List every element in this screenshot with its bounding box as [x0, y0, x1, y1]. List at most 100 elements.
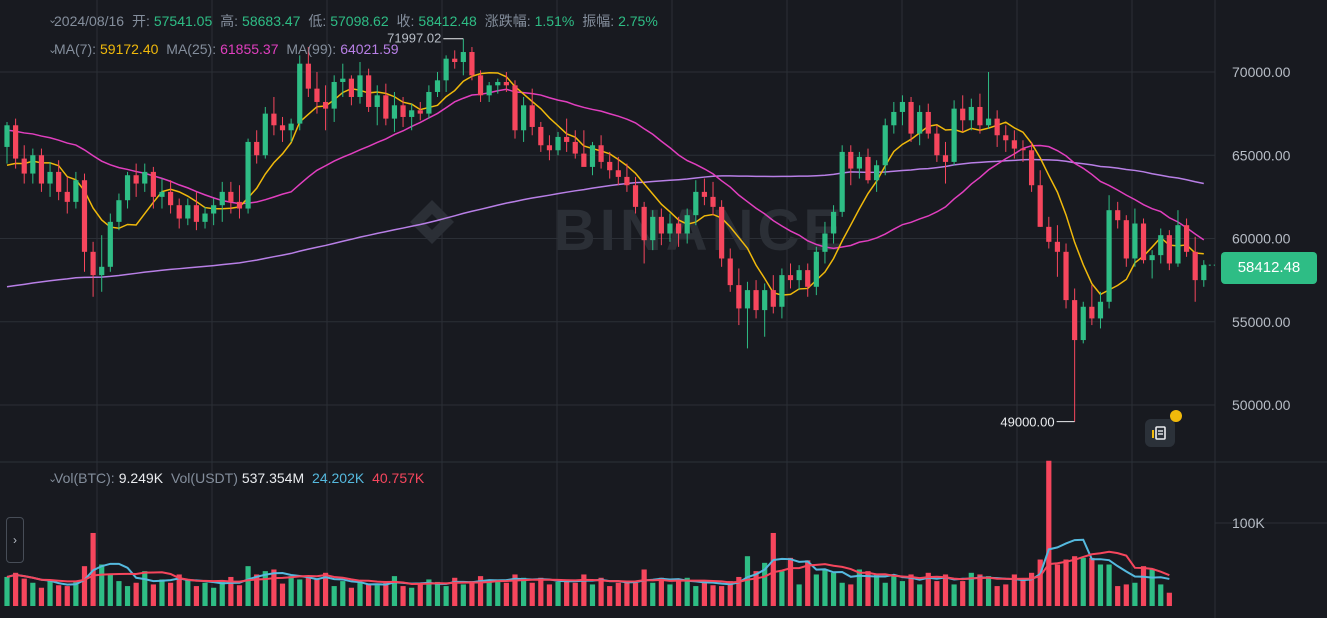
candle-body: [167, 191, 174, 206]
volume-bar: [546, 584, 553, 606]
volume-bar: [529, 582, 535, 606]
candle-body: [409, 110, 415, 117]
ma7-label: MA(7):: [54, 41, 96, 57]
candle-body: [443, 58, 449, 81]
volume-bar: [331, 586, 337, 606]
volume-bar: [572, 582, 578, 606]
open-label: 开:: [131, 13, 150, 29]
candle-body: [839, 151, 845, 212]
candle-body: [882, 125, 888, 166]
volume-bar: [124, 586, 131, 606]
volume-bar: [874, 574, 880, 606]
volume-bar: [779, 571, 785, 606]
volume-bar: [882, 582, 888, 606]
candle-body: [1175, 225, 1181, 264]
volume-bar: [1080, 557, 1086, 606]
volume-bar: [641, 569, 647, 606]
low-value: 57098.62: [330, 13, 389, 29]
volume-bar: [632, 582, 639, 606]
volume-bar: [830, 572, 837, 606]
volume-bar: [279, 583, 286, 606]
volume-bar: [56, 585, 62, 606]
volume-bar: [13, 572, 19, 606]
volume-bar: [1089, 557, 1095, 606]
volume-bar: [727, 581, 733, 606]
volume-bar: [193, 586, 200, 606]
candle-body: [960, 108, 966, 121]
candle-body: [124, 175, 131, 201]
volume-bar: [107, 574, 113, 606]
y-axis-tick-label: 60000.00: [1232, 231, 1291, 247]
change-label: 涨跌幅:: [484, 13, 531, 29]
candle-body: [30, 155, 36, 174]
ma25-label: MA(25):: [166, 41, 217, 57]
volume-bar: [73, 581, 79, 606]
candle-body: [529, 105, 535, 127]
notes-icon[interactable]: [1145, 419, 1175, 447]
volume-bar: [150, 584, 156, 606]
volume-bar: [1106, 564, 1112, 606]
candle-body: [796, 270, 802, 281]
candle-body: [176, 205, 182, 219]
current-price-tag: 58412.48: [1221, 252, 1317, 284]
candle-body: [848, 151, 854, 169]
candle-body: [1115, 210, 1121, 221]
volume-bar: [658, 577, 664, 606]
candle-body: [710, 196, 716, 207]
side-panel-toggle[interactable]: ›: [6, 517, 24, 563]
candle-body: [865, 156, 871, 181]
candle-body: [564, 136, 570, 142]
watermark: BINANCE: [554, 198, 846, 263]
candle-body: [228, 191, 234, 202]
candle-body: [615, 170, 621, 177]
volume-bar: [960, 581, 966, 606]
vol-btc-label: Vol(BTC):: [54, 470, 115, 486]
volume-bar: [968, 572, 974, 606]
candle-body: [1166, 235, 1172, 264]
high-value: 58683.47: [242, 13, 301, 29]
volume-bar: [391, 576, 398, 606]
volume-bar: [787, 557, 794, 606]
chevron-down-icon[interactable]: ⌄: [48, 473, 58, 485]
chevron-down-icon[interactable]: ⌄: [48, 44, 58, 56]
candle-body: [1037, 185, 1043, 227]
candle-body: [202, 213, 208, 222]
volume-bar: [1097, 564, 1104, 606]
candle-body: [753, 290, 759, 311]
volume-bar: [400, 586, 406, 606]
candle-body: [744, 290, 751, 309]
volume-bar: [719, 586, 725, 606]
close-value: 58412.48: [418, 13, 477, 29]
candle-body: [650, 216, 656, 241]
volume-bar: [1020, 579, 1026, 606]
candle-body: [805, 270, 811, 287]
candle-body: [391, 105, 398, 119]
chevron-down-icon[interactable]: ⌄: [48, 14, 58, 26]
candle-body: [675, 223, 682, 234]
ma99-label: MA(99):: [286, 41, 337, 57]
change-value: 1.51%: [534, 13, 575, 29]
volume-bar: [753, 571, 759, 606]
volume-bar: [1003, 584, 1009, 606]
candle-body: [546, 145, 553, 151]
volume-bar: [598, 577, 604, 606]
candle-body: [73, 180, 79, 202]
volume-bar: [650, 582, 656, 606]
y-axis-tick-label: 50000.00: [1232, 397, 1291, 413]
candle-body: [1046, 226, 1052, 242]
volume-bar: [977, 574, 983, 606]
volume-bar: [1115, 586, 1121, 606]
volume-bar: [99, 564, 105, 606]
candle-body: [426, 91, 432, 114]
candle-body: [434, 80, 441, 92]
volume-bar: [409, 587, 415, 606]
volume-bar: [426, 579, 432, 606]
candle-body: [572, 141, 578, 154]
candle-body: [727, 258, 733, 286]
volume-bar: [305, 577, 311, 606]
volume-bar: [615, 582, 621, 606]
candle-body: [968, 106, 974, 121]
volume-bar: [219, 581, 225, 606]
candle-body: [297, 63, 303, 124]
